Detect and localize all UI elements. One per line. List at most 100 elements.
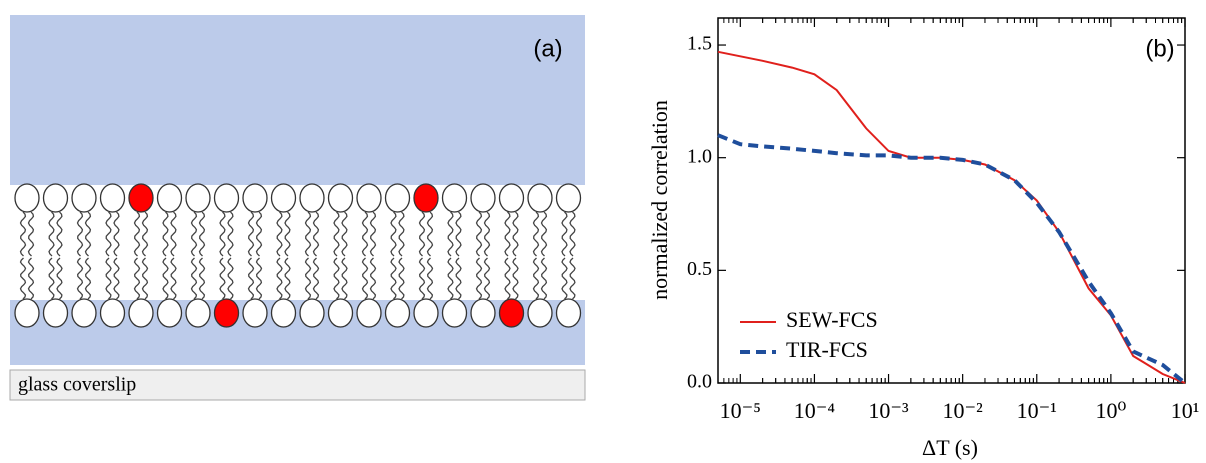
lipid-tail bbox=[141, 211, 149, 257]
lipid-tail bbox=[276, 257, 283, 300]
y-tick-label: 1.0 bbox=[687, 145, 712, 167]
lipid-head bbox=[71, 298, 97, 328]
lipid-tail bbox=[19, 211, 27, 257]
y-tick-label: 1.5 bbox=[687, 33, 712, 55]
lipid-tail bbox=[133, 257, 141, 300]
lipid-tail bbox=[27, 257, 35, 300]
lipid-tail bbox=[455, 257, 462, 300]
lipid-head bbox=[14, 298, 40, 328]
lipid-head bbox=[356, 298, 382, 328]
lipid-head bbox=[356, 183, 382, 213]
lipid-tail bbox=[312, 211, 320, 257]
lipid-head bbox=[384, 183, 411, 213]
lipid-head bbox=[441, 183, 468, 213]
lipid-tail bbox=[540, 211, 548, 257]
legend-label: TIR-FCS bbox=[786, 337, 868, 362]
lipid-tail bbox=[361, 211, 369, 257]
lipid-tail bbox=[227, 257, 234, 300]
x-tick-label: 10⁻⁵ bbox=[720, 398, 761, 423]
lipid-tail bbox=[170, 257, 177, 300]
lipid-head bbox=[413, 298, 439, 328]
lipid-tail bbox=[333, 211, 340, 257]
lipid-head bbox=[441, 298, 468, 328]
x-tick-label: 10⁻³ bbox=[868, 398, 909, 423]
lipid-head bbox=[555, 298, 582, 328]
lipid-tail bbox=[219, 257, 226, 300]
lipid-tail bbox=[447, 211, 454, 257]
lipid-tail bbox=[447, 257, 454, 300]
lipid-tail bbox=[276, 211, 283, 257]
lipid-tail bbox=[76, 211, 84, 257]
y-axis-label: normalized correlation bbox=[647, 100, 672, 300]
lipid-tail bbox=[504, 257, 511, 300]
lipid-head bbox=[213, 183, 240, 213]
lipid-tail bbox=[426, 257, 434, 300]
x-tick-label: 10¹ bbox=[1171, 398, 1200, 423]
lipid-tail bbox=[105, 257, 112, 300]
lipid-head bbox=[299, 298, 325, 328]
x-axis-label: ΔT (s) bbox=[922, 435, 978, 460]
lipid-tail bbox=[48, 211, 55, 257]
lipid-head bbox=[128, 298, 154, 328]
lipid-tail bbox=[133, 211, 141, 257]
lipid-head bbox=[527, 298, 553, 328]
lipid-tail bbox=[512, 211, 519, 257]
lipid-head bbox=[299, 183, 325, 213]
lipid-tail bbox=[113, 211, 120, 257]
lipid-tail bbox=[76, 257, 84, 300]
lipid-tail bbox=[198, 211, 206, 257]
lipid-tail bbox=[475, 211, 483, 257]
coverslip bbox=[9, 369, 586, 401]
lipid-tail bbox=[532, 211, 540, 257]
lipid-tail bbox=[27, 211, 35, 257]
lipid-tail bbox=[569, 257, 576, 300]
lipid-tail bbox=[540, 257, 548, 300]
lipid-head bbox=[156, 298, 183, 328]
panel-a: glass coverslip (a) bbox=[9, 15, 586, 401]
lipid-head bbox=[213, 298, 240, 328]
y-tick-label: 0.0 bbox=[687, 371, 712, 393]
x-tick-label: 10⁻¹ bbox=[1017, 398, 1057, 423]
x-tick-label: 10⁻² bbox=[943, 398, 984, 423]
lipid-tail bbox=[390, 211, 397, 257]
lipid-head bbox=[270, 183, 297, 213]
lipid-tail bbox=[369, 257, 377, 300]
lipid-tail bbox=[284, 211, 291, 257]
lipid-tail bbox=[504, 211, 511, 257]
lipid-tail bbox=[19, 257, 27, 300]
lipid-tail bbox=[304, 211, 312, 257]
lipid-tail bbox=[398, 257, 405, 300]
lipid-tail bbox=[48, 257, 55, 300]
lipid-tail bbox=[198, 257, 206, 300]
lipid-tail bbox=[361, 257, 369, 300]
lipid-tail bbox=[162, 257, 169, 300]
lipid-head bbox=[413, 183, 439, 213]
lipid-head bbox=[384, 298, 411, 328]
lipid-tail bbox=[390, 257, 397, 300]
lipid-tail bbox=[219, 211, 226, 257]
lipid-tail bbox=[369, 211, 377, 257]
lipid-tail bbox=[113, 257, 120, 300]
lipid-tail bbox=[56, 257, 63, 300]
panel-label: (b) bbox=[1145, 35, 1174, 62]
lipid-tail bbox=[341, 257, 348, 300]
lipid-tail bbox=[190, 211, 198, 257]
lipid-tail bbox=[304, 257, 312, 300]
lipid-tail bbox=[341, 211, 348, 257]
lipid-tail bbox=[227, 211, 234, 257]
lipid-head bbox=[327, 298, 354, 328]
lipid-tail bbox=[418, 211, 426, 257]
lipid-head bbox=[470, 183, 496, 213]
lipid-head bbox=[71, 183, 97, 213]
lipid-head bbox=[527, 183, 553, 213]
legend-label: SEW-FCS bbox=[786, 307, 878, 332]
lipid-tail bbox=[255, 257, 263, 300]
bilayer-interior bbox=[10, 185, 585, 300]
lipid-head bbox=[555, 183, 582, 213]
lipid-tail bbox=[426, 211, 434, 257]
lipid-tail bbox=[141, 257, 149, 300]
coverslip-label: glass coverslip bbox=[18, 374, 136, 396]
lipid-tail bbox=[569, 211, 576, 257]
